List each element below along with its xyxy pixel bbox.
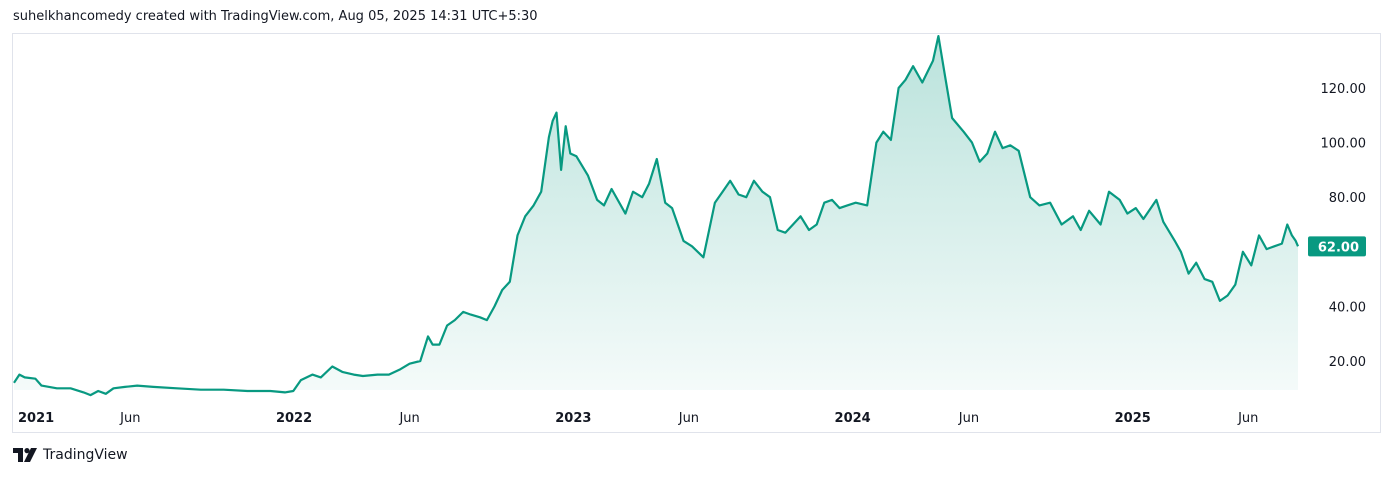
chart-frame	[12, 33, 1381, 433]
x-tick-label: Jun	[119, 411, 140, 426]
last-price-badge	[1308, 236, 1366, 257]
tradingview-logo-icon	[13, 448, 37, 462]
x-tick-label: 2025	[1115, 411, 1151, 426]
x-tick-label: 2022	[276, 411, 312, 426]
y-tick-label: 100.00	[1321, 137, 1367, 152]
x-tick-label: 2024	[835, 411, 871, 426]
x-tick-label: 2021	[18, 411, 54, 426]
last-price-label: 62.00	[1318, 240, 1359, 255]
chart-attribution: suhelkhancomedy created with TradingView…	[13, 9, 538, 24]
y-tick-label: 20.00	[1329, 355, 1366, 370]
price-line	[13, 35, 1300, 397]
x-tick-label: 2023	[555, 411, 591, 426]
last-price-tag: 62.00	[1308, 236, 1366, 257]
footer: TradingView	[13, 447, 128, 463]
tradingview-brand[interactable]: TradingView	[43, 447, 128, 463]
x-tick-label: Jun	[398, 411, 419, 426]
x-axis[interactable]: 2021 Jun 2022 Jun 2023 Jun 2024 Jun 2025 Jun	[18, 411, 1258, 426]
x-tick-label: Jun	[1237, 411, 1258, 426]
y-tick-label: 120.00	[1321, 82, 1367, 97]
y-axis[interactable]: 120.00 100.00 80.00 40.00 20.00	[1321, 82, 1367, 370]
y-tick-label: 40.00	[1329, 300, 1366, 315]
x-tick-label: Jun	[958, 411, 979, 426]
x-tick-label: Jun	[678, 411, 699, 426]
y-tick-label: 80.00	[1329, 191, 1366, 206]
price-area-fill	[14, 36, 1298, 396]
